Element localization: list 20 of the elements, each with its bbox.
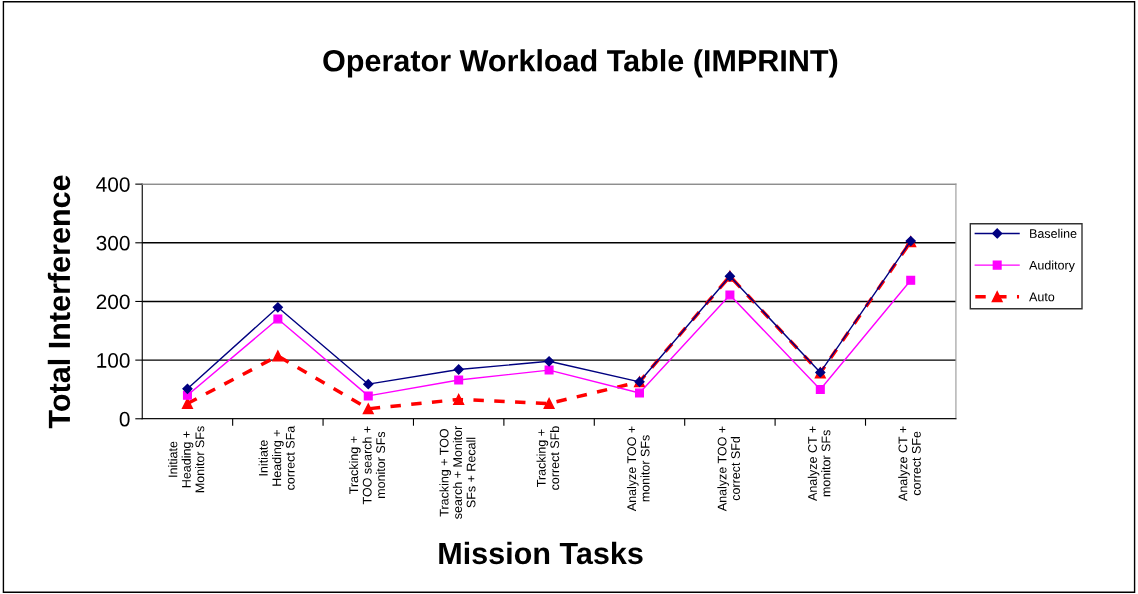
chart-title: Operator Workload Table (IMPRINT) <box>323 49 838 78</box>
x-tick-label: Analyze CT + monitor SFs <box>807 426 831 501</box>
legend-label: Auditory <box>1029 260 1075 273</box>
y-tick-label: 100 <box>97 353 130 368</box>
legend-label: Auto <box>1029 292 1055 302</box>
y-tick-label: 200 <box>96 294 130 310</box>
y-tick-label: 300 <box>96 235 130 251</box>
y-axis-title: Total Interference <box>47 175 71 429</box>
x-tick-label: Tracking + correct SFb <box>536 426 560 490</box>
x-tick-label: Analyze CT + correct SFe <box>898 426 921 501</box>
x-tick-label: Tracking + TOO search + monitor SFs <box>348 426 386 505</box>
x-tick-label: Analyze TOO + monitor SFs <box>626 426 650 512</box>
x-tick-label: Analyze TOO + correct SFd <box>717 426 740 512</box>
y-tick-label: 0 <box>119 411 130 427</box>
legend-label: Baseline <box>1030 228 1077 238</box>
y-tick-label: 400 <box>96 177 130 192</box>
x-tick-label: Initiate Heading + correct SFa <box>258 425 295 490</box>
x-axis-title: Mission Tasks <box>439 541 643 565</box>
x-tick-label: Tracking + TOO search + Monitor SFs + Recall <box>439 426 476 519</box>
x-tick-label: Initiate Heading + Monitor SFs <box>168 426 205 493</box>
